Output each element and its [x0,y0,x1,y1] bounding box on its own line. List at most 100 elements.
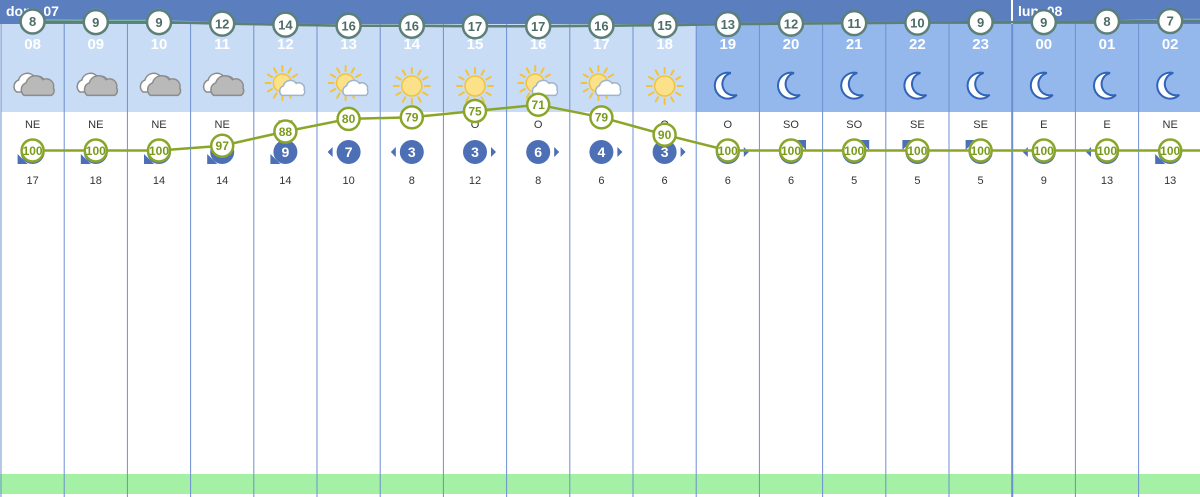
temperature-point [967,8,994,36]
humidity-point [652,122,677,147]
wind-direction-label: O [534,119,543,131]
temperature-label: 17 [468,19,482,34]
humidity-label: 97 [216,139,230,153]
wind-speed-badge [526,140,551,164]
temperature-label: 9 [1040,15,1047,30]
humidity-label: 100 [1160,144,1180,158]
wind-direction-label: NE [25,119,40,131]
wind-direction-label: SO [783,119,799,131]
cloudy-icon [139,72,182,97]
left-arrow-icon [1086,147,1091,157]
wind-direction-label: NE [88,119,103,131]
temperature-label: 13 [721,17,735,32]
hour-label: 23 [972,36,989,53]
hour-label: 18 [656,36,673,53]
hour-label: 11 [214,36,230,53]
wind-gust-value: 5 [851,175,857,187]
cloudy-icon [13,72,55,97]
sun-icon [392,67,431,105]
humidity-label: 88 [279,125,293,139]
hour-label: 08 [24,36,41,53]
wind-gust-value: 6 [725,175,731,187]
wind-speed-badge [336,140,361,164]
wind-speed-badge [652,140,677,164]
hour-header-cell [253,24,317,112]
humidity-point [589,105,614,130]
temperature-point [1156,7,1184,35]
sun-cloud-icon [580,65,622,101]
sun-icon [645,67,684,105]
temperature-point [1093,8,1121,35]
temperature-label: 11 [847,16,861,31]
wind-speed-value: 4 [598,144,606,160]
humidity-label: 80 [342,112,356,126]
wind-gust-value: 6 [662,175,668,187]
temperature-point [335,12,362,39]
wind-direction-label: SE [973,119,988,131]
right-arrow-icon [680,147,686,157]
wind-direction-label: O [724,119,733,131]
humidity-point [968,138,993,163]
temperature-label: 17 [531,19,545,34]
cloudy-icon [76,72,119,97]
wind-gust-value: 18 [90,175,102,187]
hour-label: 02 [1162,36,1179,53]
wind-gust-value: 8 [535,175,541,187]
moon-icon [1156,71,1180,100]
humidity-label: 100 [971,144,991,158]
humidity-label: 75 [468,104,482,118]
temperature-point [272,11,299,38]
wind-gust-value: 5 [914,175,920,187]
wind-gust-value: 14 [216,175,228,187]
hour-label: 01 [1099,36,1116,53]
humidity-label: 100 [907,144,927,158]
humidity-label: 100 [781,144,801,158]
hour-label: 13 [340,36,357,53]
wind-speed-value: 3 [408,144,416,160]
wind-gust-value: 9 [1041,175,1047,187]
sw-arrow-icon [144,154,154,164]
humidity-point [399,105,425,130]
right-arrow-icon [491,147,496,157]
cloudy-icon [202,72,245,97]
humidity-label: 90 [658,128,672,142]
humidity-point [778,138,804,163]
temperature-point [1030,8,1058,36]
wind-gust-value: 10 [342,175,354,187]
temperature-label: 8 [29,14,36,29]
humidity-point [83,138,109,163]
moon-icon [1092,71,1117,100]
wind-direction-label: SE [910,119,925,131]
temperature-point [208,10,236,37]
temperature-label: 12 [784,16,798,31]
left-arrow-icon [1022,147,1028,157]
humidity-point [715,138,741,163]
humidity-point [905,138,930,163]
sun-cloud-icon [517,65,559,101]
wind-speed-value: 3 [471,144,479,160]
wind-direction-label: O [471,119,480,131]
sw-arrow-icon [1155,154,1166,164]
temperature-point [398,12,426,39]
humidity-point [273,119,298,144]
temperature-label: 9 [92,15,99,30]
wind-gust-value: 13 [1101,175,1113,187]
wind-speed-value: 6 [534,144,542,160]
temperature-label: 16 [341,18,355,33]
humidity-label: 100 [86,144,106,158]
hour-label: 12 [277,36,294,53]
sw-arrow-icon [80,154,91,164]
humidity-point [1094,138,1120,163]
temperature-point [145,8,173,36]
wind-speed-value: 9 [282,144,290,160]
wind-direction-label: NE [215,119,230,131]
temperature-point [19,8,46,35]
humidity-point [209,133,235,158]
wind-gust-value: 8 [409,175,415,187]
temperature-point [714,10,742,38]
temperature-label: 16 [594,18,608,33]
hour-label: 09 [87,36,104,53]
moon-icon [840,71,864,100]
wind-gust-value: 14 [153,175,165,187]
